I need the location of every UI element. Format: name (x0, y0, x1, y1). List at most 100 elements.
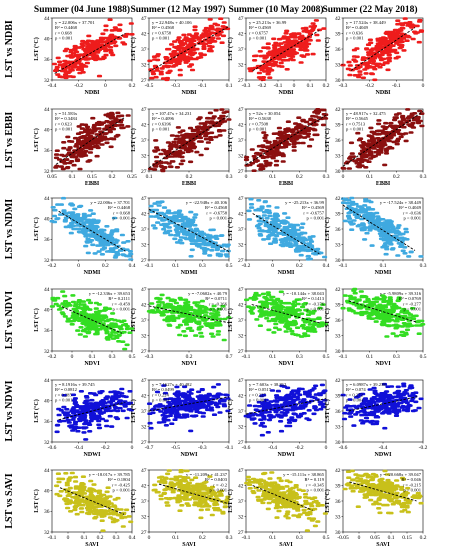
point-cloud (340, 108, 425, 170)
x-axis-label: NDBI (84, 90, 100, 96)
y-tick-label: 42 (335, 378, 341, 384)
x-axis-label: NDMI (181, 270, 198, 276)
y-tick-label: 27 (141, 349, 147, 355)
x-tick-label: -0.5 (171, 445, 180, 451)
x-tick-label: 0.05 (47, 174, 57, 180)
y-tick-label: 44 (44, 468, 50, 474)
row-label-3: LST vs NDMI (4, 199, 15, 259)
trend-line (342, 111, 424, 167)
x-axis-label: SAVI (182, 542, 196, 548)
y-tick-label: 30 (335, 258, 341, 264)
y-tick-label: 37 (141, 138, 147, 144)
x-tick-label: 0.1 (146, 174, 153, 180)
x-tick-label: 0 (342, 174, 345, 180)
y-tick-label: 32 (238, 424, 244, 430)
stat-line: p < 0.001 (152, 398, 170, 403)
x-tick-label: -0.2 (419, 445, 428, 451)
stat-line: p < 0.001 (209, 216, 227, 221)
y-axis-label: LST (°C) (227, 37, 234, 60)
y-tick-label: 27 (238, 349, 244, 355)
y-tick-label: 47 (141, 196, 147, 202)
point-cloud (54, 471, 134, 532)
y-axis-label: LST (°C) (227, 308, 234, 331)
x-axis-label: NDBI (375, 90, 391, 96)
x-axis-label: NDMI (84, 270, 101, 276)
stat-line: y = 22.948x + 40.106 (152, 20, 192, 25)
x-tick-label: -0.1 (339, 263, 348, 269)
y-tick-label: 27 (141, 169, 147, 175)
y-tick-label: 39 (335, 122, 341, 128)
x-tick-label: 0.5 (420, 354, 427, 360)
y-tick-label: 30 (335, 349, 341, 355)
x-tick-label: 0.1 (269, 354, 276, 360)
y-axis-label: LST (°C) (227, 217, 234, 240)
x-tick-label: 0.5 (323, 535, 330, 541)
y-tick-label: 42 (335, 287, 341, 293)
stat-line: R² = 0.4568 (205, 205, 228, 210)
y-tick-label: 40 (44, 216, 50, 222)
stat-line: y = -22.948x + 40.106 (186, 200, 228, 205)
x-tick-label: 0 (104, 83, 107, 89)
y-tick-label: 32 (44, 349, 50, 355)
panel-savi-4: -0.05 0 0.05 0.1 0.15 0.2 30 33 36 39 42 SAVI LST (°… (324, 468, 427, 548)
stat-line: R² = 0.3484 (55, 116, 78, 121)
stat-line: p < 0.001 (403, 307, 421, 312)
x-tick-label: 0 (67, 535, 70, 541)
scatter-points (49, 196, 134, 261)
y-tick-label: 32 (141, 424, 147, 430)
y-tick-label: 30 (335, 78, 341, 84)
y-axis-label: LST (°C) (324, 37, 331, 60)
y-tick-label: 37 (238, 138, 244, 144)
point-cloud (148, 200, 231, 258)
stat-line: r = 0.6758 (152, 30, 172, 35)
trend-line (252, 213, 320, 255)
y-tick-label: 27 (238, 78, 244, 84)
panel-ndvi-4: -0.1 0.1 0.3 0.5 30 33 36 39 42 NDVI LST (°C) y = -… (324, 287, 427, 367)
y-axis-label: LST (°C) (33, 128, 40, 151)
x-tick-label: -0.4 (48, 83, 57, 89)
x-tick-label: 0 (325, 445, 328, 451)
x-tick-label: 0.2 (296, 263, 303, 269)
x-axis-label: EBBI (376, 181, 391, 187)
trend-line (58, 210, 126, 252)
scatter-points (147, 108, 232, 173)
y-tick-label: 30 (335, 169, 341, 175)
x-tick-label: -0.2 (242, 263, 251, 269)
x-tick-label: -0.1 (48, 535, 57, 541)
y-axis-label: LST (°C) (324, 128, 331, 151)
y-axis-label: LST (°C) (227, 128, 234, 151)
stat-line: R² = 0.1804 (108, 477, 131, 482)
stat-line: R² = 0.046 (401, 477, 421, 482)
y-axis-label: LST (°C) (324, 308, 331, 331)
stat-line: R² = 0.0812 (55, 387, 78, 392)
x-tick-label: -0.3 (198, 445, 207, 451)
x-axis-label: SAVI (279, 542, 293, 548)
x-tick-label: 0.25 (127, 174, 137, 180)
x-tick-label: 0.3 (420, 174, 427, 180)
x-axis-label: NDVI (181, 361, 197, 367)
x-tick-label: -0.2 (295, 445, 304, 451)
stat-line: p < 0.001 (346, 127, 364, 132)
x-tick-label: 0.1 (380, 263, 387, 269)
stat-line: y = 7.603x + 38.812 (249, 382, 287, 387)
y-axis-label: LST (°C) (130, 37, 137, 60)
y-tick-label: 37 (141, 409, 147, 415)
stat-line: p < 0.001 (112, 216, 130, 221)
x-axis-label: SAVI (85, 542, 99, 548)
point-cloud (244, 471, 328, 532)
x-tick-label: -0.1 (242, 535, 251, 541)
y-tick-label: 37 (141, 499, 147, 505)
y-tick-label: 42 (238, 302, 244, 308)
y-tick-label: 47 (238, 378, 244, 384)
